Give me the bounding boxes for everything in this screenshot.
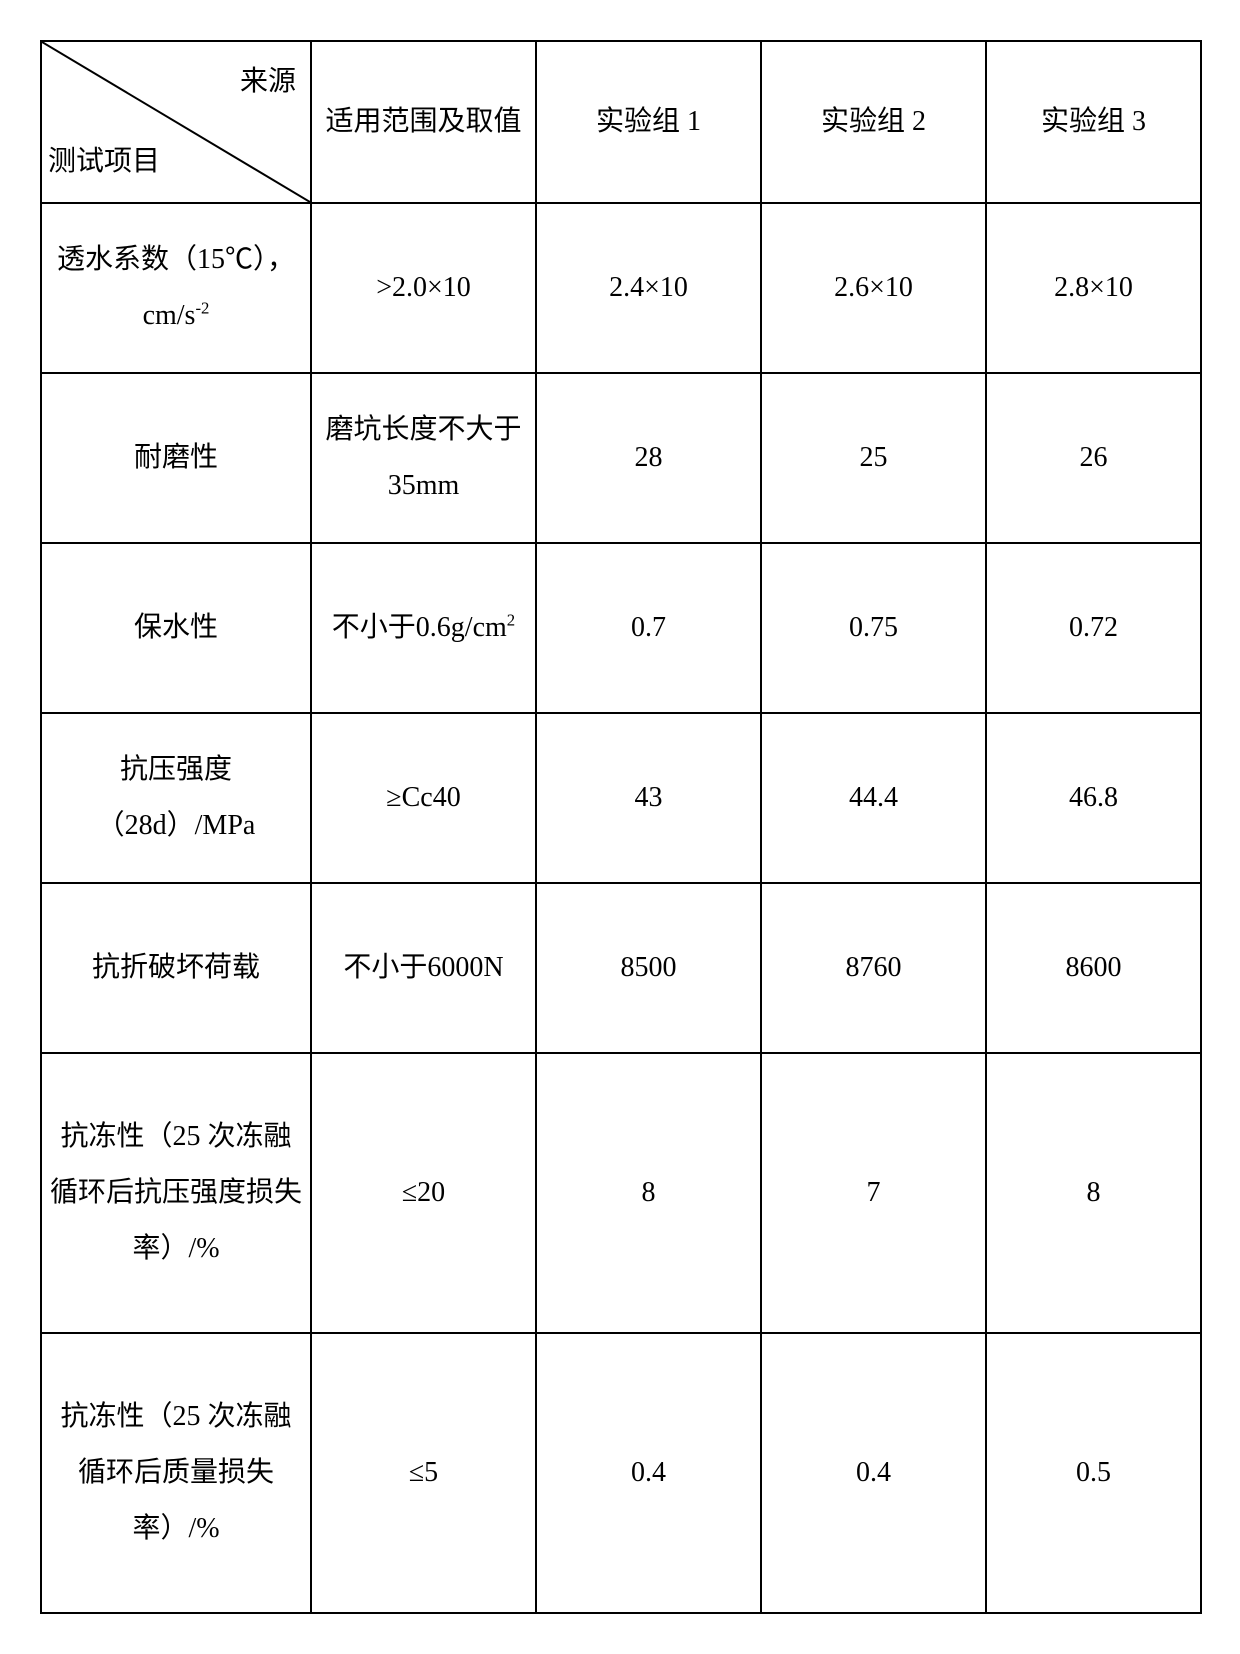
- row-label: 透水系数（15℃），cm/s-2: [41, 203, 311, 373]
- spec-cell: ≥Cc40: [311, 713, 536, 883]
- value-cell: 0.7: [536, 543, 761, 713]
- value-cell: 2.6×10: [761, 203, 986, 373]
- value-cell: 25: [761, 373, 986, 543]
- value-cell: 26: [986, 373, 1201, 543]
- col-header-group3: 实验组 3: [986, 41, 1201, 203]
- spec-cell: 磨坑长度不大于 35mm: [311, 373, 536, 543]
- value-cell: 43: [536, 713, 761, 883]
- table-row: 抗压强度（28d）/MPa≥Cc404344.446.8: [41, 713, 1201, 883]
- table-row: 透水系数（15℃），cm/s-2>2.0×102.4×102.6×102.8×1…: [41, 203, 1201, 373]
- value-cell: 0.72: [986, 543, 1201, 713]
- value-cell: 0.75: [761, 543, 986, 713]
- table-header-row: 来源 测试项目 适用范围及取值 实验组 1 实验组 2 实验组 3: [41, 41, 1201, 203]
- table-row: 抗冻性（25 次冻融循环后抗压强度损失率）/%≤20878: [41, 1053, 1201, 1333]
- value-cell: 8: [536, 1053, 761, 1333]
- row-label: 耐磨性: [41, 373, 311, 543]
- spec-cell: 不小于0.6g/cm2: [311, 543, 536, 713]
- col-header-group2: 实验组 2: [761, 41, 986, 203]
- diagonal-header-cell: 来源 测试项目: [41, 41, 311, 203]
- col-header-spec: 适用范围及取值: [311, 41, 536, 203]
- row-label: 抗冻性（25 次冻融循环后质量损失率）/%: [41, 1333, 311, 1613]
- value-cell: 28: [536, 373, 761, 543]
- value-cell: 0.4: [536, 1333, 761, 1613]
- table-row: 耐磨性磨坑长度不大于 35mm282526: [41, 373, 1201, 543]
- value-cell: 8760: [761, 883, 986, 1053]
- spec-cell: >2.0×10: [311, 203, 536, 373]
- row-label: 保水性: [41, 543, 311, 713]
- value-cell: 8500: [536, 883, 761, 1053]
- data-table: 来源 测试项目 适用范围及取值 实验组 1 实验组 2 实验组 3 透水系数（1…: [40, 40, 1202, 1614]
- value-cell: 7: [761, 1053, 986, 1333]
- value-cell: 8: [986, 1053, 1201, 1333]
- value-cell: 0.4: [761, 1333, 986, 1613]
- value-cell: 2.4×10: [536, 203, 761, 373]
- spec-cell: 不小于6000N: [311, 883, 536, 1053]
- spec-cell: ≤5: [311, 1333, 536, 1613]
- table-row: 抗冻性（25 次冻融循环后质量损失率）/%≤50.40.40.5: [41, 1333, 1201, 1613]
- diagonal-bottom-label: 测试项目: [48, 134, 160, 190]
- value-cell: 44.4: [761, 713, 986, 883]
- diagonal-top-label: 来源: [240, 54, 296, 110]
- value-cell: 8600: [986, 883, 1201, 1053]
- table-row: 保水性不小于0.6g/cm20.70.750.72: [41, 543, 1201, 713]
- table-row: 抗折破坏荷载不小于6000N850087608600: [41, 883, 1201, 1053]
- spec-cell: ≤20: [311, 1053, 536, 1333]
- row-label: 抗压强度（28d）/MPa: [41, 713, 311, 883]
- table-body: 透水系数（15℃），cm/s-2>2.0×102.4×102.6×102.8×1…: [41, 203, 1201, 1613]
- value-cell: 0.5: [986, 1333, 1201, 1613]
- row-label: 抗折破坏荷载: [41, 883, 311, 1053]
- value-cell: 2.8×10: [986, 203, 1201, 373]
- value-cell: 46.8: [986, 713, 1201, 883]
- col-header-group1: 实验组 1: [536, 41, 761, 203]
- row-label: 抗冻性（25 次冻融循环后抗压强度损失率）/%: [41, 1053, 311, 1333]
